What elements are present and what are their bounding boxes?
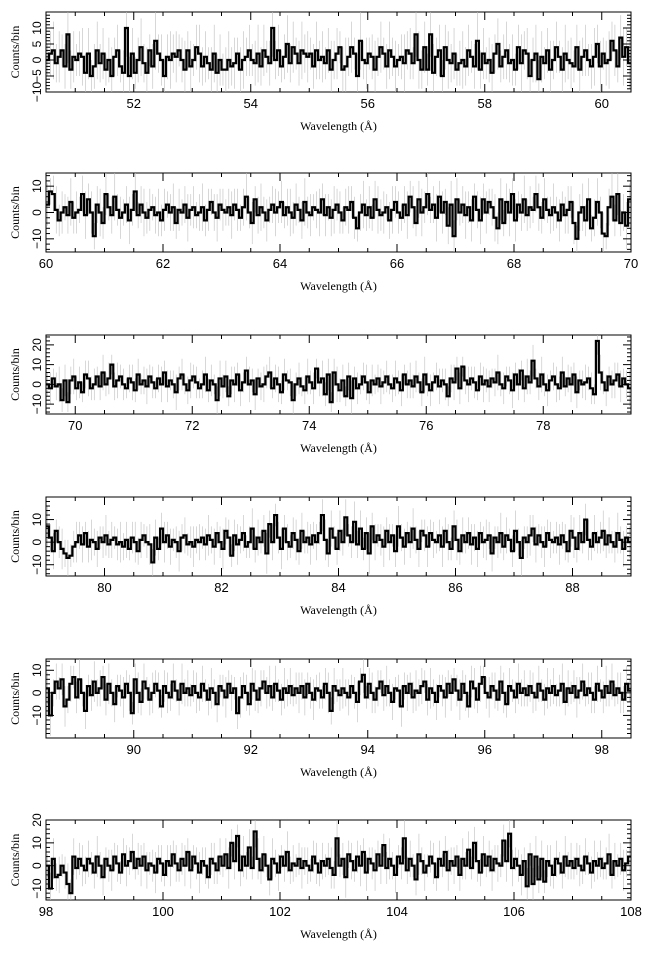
y-tick-label: −10 xyxy=(30,705,44,726)
x-tick-label: 70 xyxy=(68,418,82,433)
y-tick-label: −10 xyxy=(30,81,44,102)
y-tick-label: −10 xyxy=(30,878,44,899)
x-axis-title: Wavelength (Å) xyxy=(300,765,377,779)
panel-2: 60 62 64 66 68 70 −10 0 10 Wavelength (Å) Counts/b… xyxy=(8,172,638,293)
panel-1: 52 54 56 58 60 −10−5 0 5 10 Wavelength (Å) Counts/… xyxy=(8,11,632,133)
x-tick-label: 96 xyxy=(478,742,492,757)
x-tick-label: 78 xyxy=(536,418,550,433)
y-axis-title: Counts/bin xyxy=(8,26,22,79)
y-tick-label: 0 xyxy=(30,209,44,216)
y-tick-label: 10 xyxy=(30,358,44,372)
spectrum-histogram xyxy=(46,673,631,717)
x-tick-label: 106 xyxy=(503,904,525,919)
x-axis-title: Wavelength (Å) xyxy=(300,279,377,293)
y-tick-label: 10 xyxy=(30,836,44,850)
y-tick-label: 0 xyxy=(30,862,44,869)
x-tick-label: 84 xyxy=(331,580,345,595)
x-tick-label: 60 xyxy=(595,96,609,111)
y-tick-label: 0 xyxy=(30,381,44,388)
y-axis-title: Counts/bin xyxy=(8,834,22,887)
x-tick-label: 82 xyxy=(214,580,228,595)
x-tick-label: 100 xyxy=(152,904,174,919)
x-tick-label: 54 xyxy=(244,96,258,111)
y-axis-title: Counts/bin xyxy=(8,186,22,239)
x-tick-label: 66 xyxy=(390,256,404,271)
y-tick-label: 10 xyxy=(30,513,44,527)
y-tick-label: 10 xyxy=(30,21,44,35)
x-tick-label: 68 xyxy=(507,256,521,271)
x-tick-label: 98 xyxy=(39,904,53,919)
x-axis-title: Wavelength (Å) xyxy=(300,441,377,455)
y-tick-label: 0 xyxy=(30,538,44,545)
x-tick-label: 72 xyxy=(185,418,199,433)
x-tick-label: 56 xyxy=(361,96,375,111)
x-tick-label: 104 xyxy=(386,904,408,919)
x-tick-label: 62 xyxy=(156,256,170,271)
spectrum-histogram xyxy=(46,830,631,895)
y-tick-label: 5 xyxy=(30,40,44,47)
x-tick-label: 58 xyxy=(478,96,492,111)
x-tick-label: 76 xyxy=(419,418,433,433)
x-tick-label: 60 xyxy=(39,256,53,271)
x-tick-label: 102 xyxy=(269,904,291,919)
y-tick-label: −10 xyxy=(30,554,44,575)
y-axis-title: Counts/bin xyxy=(8,510,22,563)
y-tick-label: −10 xyxy=(30,394,44,415)
x-tick-label: 64 xyxy=(273,256,287,271)
panel-4: 80 82 84 86 88 −10 0 10 Wavelength (Å) Counts/bin xyxy=(8,496,632,617)
x-tick-label: 70 xyxy=(624,256,638,271)
spectrum-histogram xyxy=(46,26,631,81)
x-tick-label: 108 xyxy=(620,904,642,919)
y-tick-label: 0 xyxy=(30,689,44,696)
panel-6: 98 100 102 104 106 108 −10 0 10 20 Wavelength (Å) C… xyxy=(8,813,642,941)
y-tick-label: 0 xyxy=(30,56,44,63)
x-tick-label: 90 xyxy=(127,742,141,757)
x-tick-label: 88 xyxy=(565,580,579,595)
y-tick-label: 20 xyxy=(30,338,44,352)
x-tick-label: 92 xyxy=(244,742,258,757)
spectrum-histogram xyxy=(46,339,631,404)
y-tick-label: 20 xyxy=(30,813,44,827)
x-axis-title: Wavelength (Å) xyxy=(300,927,377,941)
spectrum-histogram xyxy=(46,190,631,240)
x-axis-title: Wavelength (Å) xyxy=(300,603,377,617)
x-tick-label: 52 xyxy=(127,96,141,111)
x-tick-label: 80 xyxy=(97,580,111,595)
panel-3: 70 72 74 76 78 −10 0 10 20 Wavelength (Å) Counts/b… xyxy=(8,334,632,455)
x-tick-label: 86 xyxy=(448,580,462,595)
y-tick-label: −10 xyxy=(30,228,44,249)
y-tick-label: 10 xyxy=(30,179,44,193)
x-tick-label: 98 xyxy=(595,742,609,757)
y-axis-title: Counts/bin xyxy=(8,348,22,401)
x-axis-title: Wavelength (Å) xyxy=(300,119,377,133)
y-axis-title: Counts/bin xyxy=(8,672,22,725)
y-tick-label: −5 xyxy=(30,69,44,83)
spectrum-histogram xyxy=(46,513,631,564)
panel-5: 90 92 94 96 98 −10 0 10 Wavelength (Å) Counts/bin xyxy=(8,658,632,779)
x-tick-label: 74 xyxy=(302,418,316,433)
x-tick-label: 94 xyxy=(361,742,375,757)
y-tick-label: 10 xyxy=(30,663,44,677)
